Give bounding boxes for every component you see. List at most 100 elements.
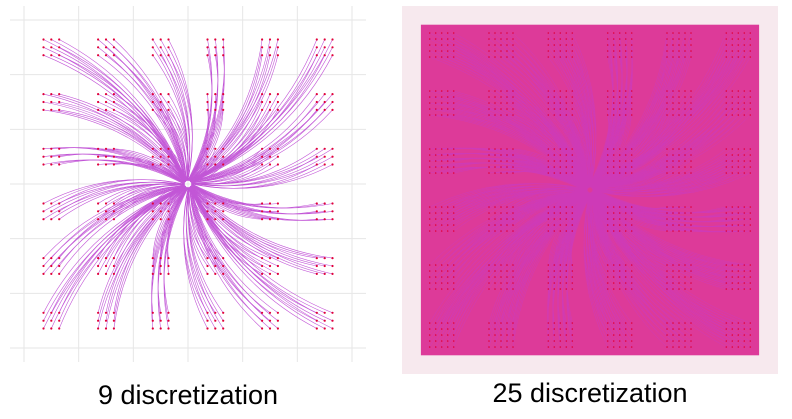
connection-line bbox=[595, 166, 751, 195]
sample-point bbox=[559, 224, 562, 226]
sample-point bbox=[731, 224, 734, 226]
sample-point bbox=[559, 148, 562, 150]
sample-point bbox=[624, 160, 627, 162]
sample-point bbox=[50, 93, 53, 96]
sample-point bbox=[506, 322, 508, 324]
sample-point bbox=[624, 38, 627, 40]
sample-point bbox=[571, 32, 574, 34]
sample-point bbox=[222, 54, 225, 57]
sample-point bbox=[506, 96, 508, 98]
sample-point bbox=[440, 50, 443, 52]
connection-line bbox=[591, 32, 674, 186]
connection-line bbox=[429, 183, 585, 208]
sample-point bbox=[167, 155, 170, 158]
connection-line bbox=[160, 187, 186, 220]
sample-point bbox=[261, 218, 264, 221]
sample-point bbox=[606, 270, 609, 272]
sample-point bbox=[624, 288, 627, 290]
sample-point bbox=[42, 93, 45, 96]
sample-point bbox=[672, 90, 674, 92]
connection-line bbox=[594, 114, 751, 190]
sample-point bbox=[488, 108, 490, 110]
sample-point bbox=[500, 44, 502, 46]
sample-point bbox=[547, 154, 550, 156]
sample-point bbox=[452, 334, 455, 336]
sample-point bbox=[559, 172, 562, 174]
sample-point bbox=[434, 38, 437, 40]
sample-point bbox=[731, 154, 734, 156]
sample-point bbox=[571, 230, 574, 232]
sample-point bbox=[506, 328, 508, 330]
sample-point bbox=[488, 38, 490, 40]
sample-point bbox=[500, 206, 502, 208]
sample-point bbox=[678, 206, 680, 208]
connection-line bbox=[593, 193, 692, 342]
sample-point bbox=[440, 264, 443, 266]
connection-lines bbox=[43, 39, 333, 329]
sample-point bbox=[222, 257, 225, 260]
sample-point bbox=[630, 50, 633, 52]
sample-point bbox=[731, 276, 734, 278]
sample-point bbox=[565, 328, 568, 330]
sample-point bbox=[512, 264, 514, 266]
sample-point bbox=[167, 210, 170, 213]
connection-line bbox=[190, 39, 325, 181]
sample-point bbox=[690, 288, 692, 290]
sample-point bbox=[559, 50, 562, 52]
sample-point bbox=[500, 108, 502, 110]
sample-point bbox=[268, 46, 272, 49]
sample-point bbox=[276, 319, 279, 322]
sample-point bbox=[434, 154, 437, 156]
sample-point bbox=[446, 56, 449, 58]
sample-point bbox=[725, 340, 728, 342]
connection-line bbox=[566, 191, 588, 214]
sample-point bbox=[559, 32, 562, 34]
sample-point bbox=[494, 56, 496, 58]
connection-line bbox=[594, 189, 751, 214]
sample-point bbox=[206, 155, 209, 158]
sample-point bbox=[630, 322, 633, 324]
sample-point bbox=[500, 276, 502, 278]
sample-point bbox=[737, 340, 740, 342]
sample-point bbox=[434, 230, 437, 232]
sample-point bbox=[50, 319, 53, 322]
sample-point bbox=[737, 264, 740, 266]
sample-point bbox=[494, 340, 496, 342]
sample-point bbox=[268, 163, 272, 166]
sample-point bbox=[565, 346, 568, 348]
sample-point bbox=[500, 334, 502, 336]
sample-point bbox=[630, 230, 633, 232]
connection-line bbox=[560, 172, 588, 189]
sample-point bbox=[571, 340, 574, 342]
sample-point bbox=[743, 32, 746, 34]
sample-point bbox=[612, 224, 615, 226]
connection-line bbox=[43, 186, 185, 275]
sample-point bbox=[743, 322, 746, 324]
sample-point bbox=[214, 210, 217, 213]
sample-point bbox=[151, 218, 154, 221]
sample-point bbox=[553, 282, 556, 284]
sample-point bbox=[112, 38, 115, 41]
sample-point bbox=[494, 346, 496, 348]
sample-point bbox=[565, 96, 568, 98]
connection-line bbox=[494, 171, 586, 191]
connection-line bbox=[594, 191, 745, 228]
sample-point bbox=[553, 38, 556, 40]
sample-point bbox=[58, 108, 61, 111]
sample-point bbox=[512, 148, 514, 150]
connection-line bbox=[191, 93, 325, 182]
sample-point bbox=[606, 154, 609, 156]
sample-point bbox=[612, 44, 615, 46]
sample-point bbox=[743, 44, 746, 46]
sample-point bbox=[315, 163, 318, 166]
sample-point bbox=[571, 282, 574, 284]
sample-point bbox=[488, 334, 490, 336]
sample-point bbox=[731, 44, 734, 46]
sample-point bbox=[630, 148, 633, 150]
sample-point bbox=[672, 340, 674, 342]
sample-point bbox=[440, 96, 443, 98]
sample-point bbox=[97, 54, 100, 57]
sample-point bbox=[684, 264, 686, 266]
sample-point bbox=[743, 108, 746, 110]
sample-point bbox=[428, 56, 431, 58]
